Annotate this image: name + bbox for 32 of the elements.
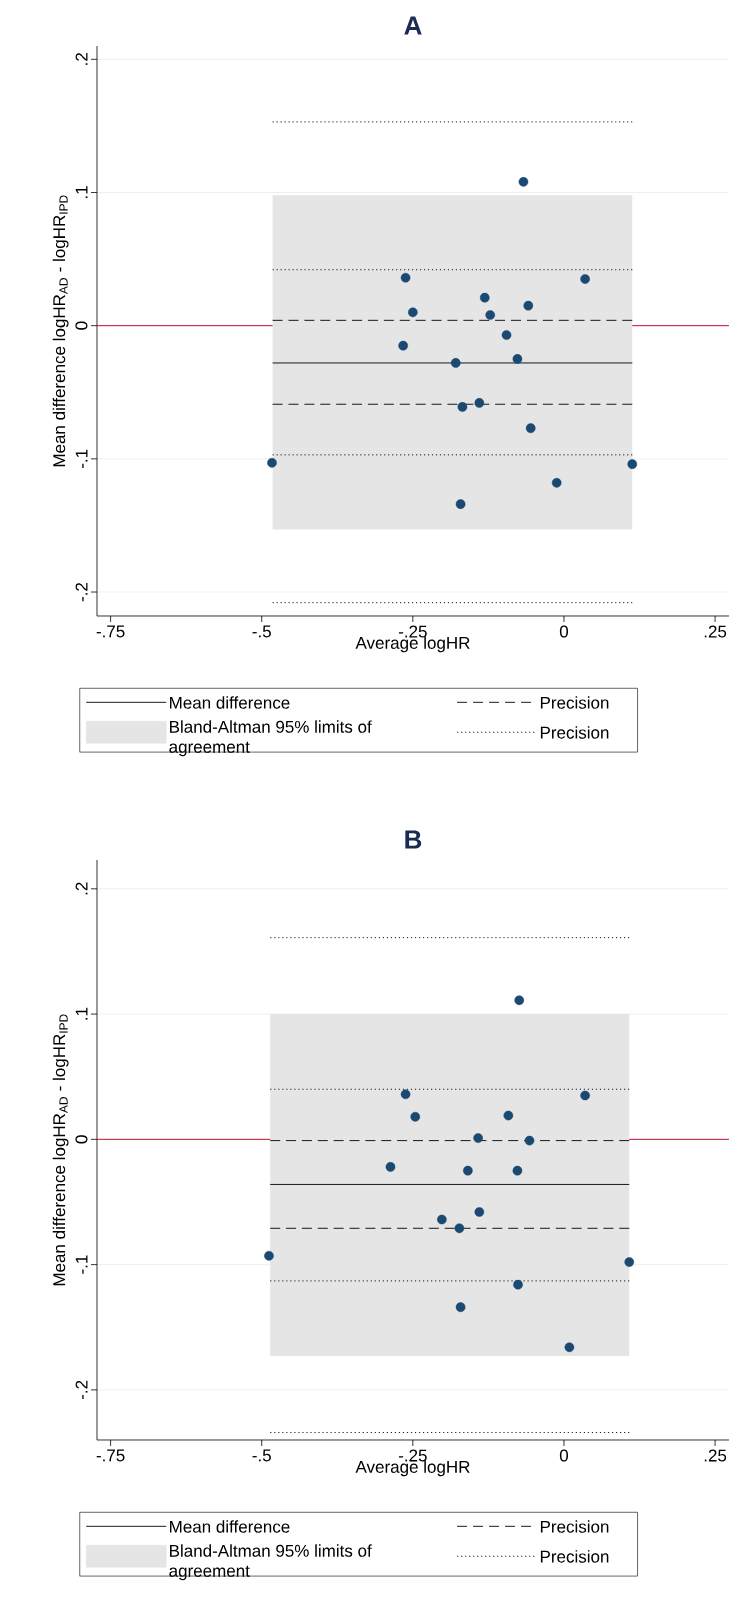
x-tick-label: -.75 bbox=[96, 625, 125, 638]
legend-label: Bland-Altman 95% limits of agreement bbox=[169, 1544, 372, 1581]
y-tick-label: .1 bbox=[75, 186, 88, 199]
y-tick-label: -.2 bbox=[75, 1380, 88, 1400]
y-axis-title: Mean difference logHR$_{AD}$ - logHR$_{IPD}$ bbox=[52, 1014, 69, 1286]
x-tick-label: .25 bbox=[704, 1449, 727, 1462]
y-tick-label: .1 bbox=[75, 1007, 88, 1020]
x-tick-label: -.25 bbox=[398, 625, 427, 638]
legend-label: Precision bbox=[540, 726, 609, 739]
legend-label: Mean difference bbox=[170, 696, 290, 709]
y-tick-label: -.1 bbox=[75, 449, 88, 469]
legend-label: Precision bbox=[540, 1550, 609, 1563]
legend-label: Bland-Altman 95% limits of agreement bbox=[169, 720, 372, 757]
y-tick-label: 0 bbox=[75, 321, 88, 330]
chart-title: B bbox=[405, 830, 422, 849]
y-tick-label: 0 bbox=[75, 1135, 88, 1144]
x-tick-label: -.5 bbox=[252, 625, 271, 638]
x-tick-label: -.25 bbox=[398, 1449, 427, 1462]
x-tick-label: 0 bbox=[559, 1449, 569, 1462]
y-tick-label: .2 bbox=[75, 53, 88, 65]
legend-label: Precision bbox=[540, 696, 609, 709]
y-tick-label: .2 bbox=[75, 882, 88, 895]
y-tick-label: -.1 bbox=[75, 1255, 88, 1274]
y-axis-title: Mean difference logHR$_{AD}$ - logHR$_{IPD}$ bbox=[52, 195, 69, 467]
x-tick-label: .25 bbox=[704, 625, 727, 638]
legend-label: Mean difference bbox=[170, 1520, 290, 1533]
x-tick-label: 0 bbox=[559, 625, 569, 638]
chart-title: A bbox=[404, 16, 422, 35]
x-tick-label: -.75 bbox=[96, 1449, 125, 1462]
legend-label: Precision bbox=[540, 1520, 609, 1533]
y-tick-label: -.2 bbox=[75, 582, 88, 602]
x-tick-label: -.5 bbox=[252, 1449, 271, 1462]
